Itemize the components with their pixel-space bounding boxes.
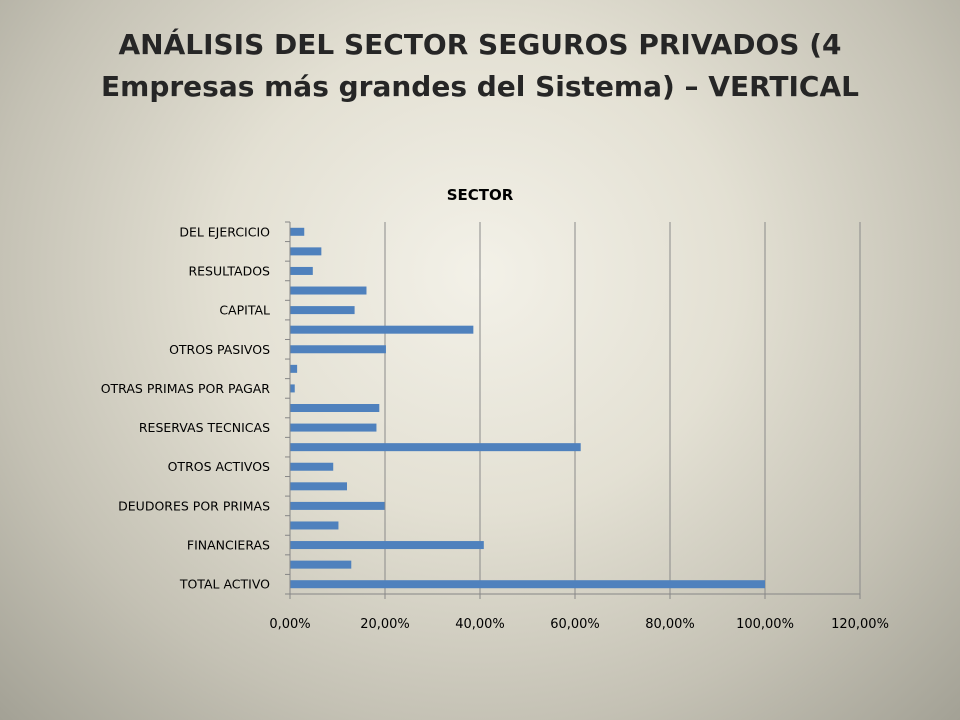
category-label: CAPITAL: [219, 303, 270, 318]
bar: [290, 580, 765, 589]
bar: [290, 521, 339, 530]
bar: [290, 482, 347, 491]
category-labels: TOTAL ACTIVO FINANCIERAS DEUDORES POR PRIM…: [101, 224, 271, 591]
bar: [290, 266, 313, 275]
bar: [290, 501, 385, 510]
x-tick-label: 100,00%: [736, 617, 794, 632]
bar: [290, 541, 484, 550]
category-label: TOTAL ACTIVO: [179, 577, 270, 592]
category-label: DEL EJERCICIO: [179, 224, 270, 239]
bar: [290, 286, 367, 295]
bar: [290, 462, 334, 471]
category-label: OTROS ACTIVOS: [168, 459, 270, 474]
slide-title-line-2: Empresas más grandes del Sistema) – VERT…: [101, 70, 859, 103]
bar: [290, 404, 380, 412]
x-tick-label: 40,00%: [455, 617, 505, 632]
bar: [290, 423, 377, 432]
bars: [290, 227, 765, 589]
bar: [290, 306, 355, 315]
category-label: OTRAS PRIMAS POR PAGAR: [101, 381, 271, 396]
x-tick-label: 60,00%: [550, 617, 600, 632]
category-label: RESULTADOS: [188, 263, 270, 278]
gridlines: [384, 222, 861, 594]
slide-title: ANÁLISIS DEL SECTOR SEGUROS PRIVADOS (4 …: [40, 24, 920, 108]
x-tick-label: 120,00%: [831, 617, 889, 632]
axes: [285, 221, 861, 599]
x-tick-labels: 0,00% 20,00% 40,00% 60,00% 80,00% 100,00% 120,…: [269, 617, 889, 632]
bar: [290, 227, 305, 236]
bar: [290, 247, 322, 256]
chart-title: SECTOR: [447, 186, 514, 204]
bar: [290, 325, 474, 334]
bar: [290, 384, 295, 393]
category-label: OTROS PASIVOS: [169, 342, 270, 357]
bar: [290, 560, 352, 569]
x-tick-label: 0,00%: [269, 617, 310, 632]
category-label: RESERVAS TECNICAS: [139, 420, 270, 435]
category-label: FINANCIERAS: [187, 538, 270, 553]
category-label: DEUDORES POR PRIMAS: [118, 498, 270, 513]
bar: [290, 364, 298, 373]
x-tick-label: 20,00%: [360, 617, 410, 632]
x-tick-label: 80,00%: [645, 617, 695, 632]
slide-title-line-1: ANÁLISIS DEL SECTOR SEGUROS PRIVADOS (4: [118, 28, 842, 61]
bar: [290, 443, 581, 452]
bar: [290, 345, 386, 354]
